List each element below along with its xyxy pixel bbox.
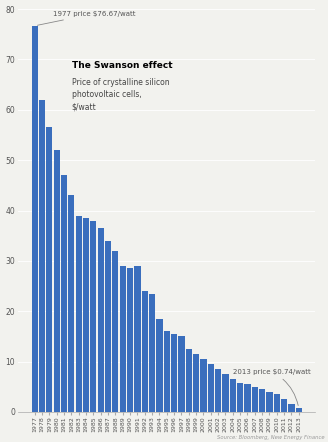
Bar xyxy=(142,291,148,412)
Bar xyxy=(39,100,45,412)
Bar xyxy=(230,379,236,412)
Bar xyxy=(274,394,280,412)
Bar xyxy=(156,319,162,412)
Bar xyxy=(208,364,214,412)
Bar xyxy=(266,392,273,412)
Bar xyxy=(252,387,258,412)
Bar xyxy=(288,404,295,412)
Bar xyxy=(193,354,199,412)
Text: The Swanson effect: The Swanson effect xyxy=(72,61,172,70)
Bar xyxy=(46,127,52,412)
Bar xyxy=(215,369,221,412)
Bar xyxy=(105,241,111,412)
Bar xyxy=(61,175,67,412)
Text: 1977 price $76.67/watt: 1977 price $76.67/watt xyxy=(37,11,135,25)
Bar xyxy=(171,334,177,412)
Bar xyxy=(83,218,89,412)
Text: 2013 price $0.74/watt: 2013 price $0.74/watt xyxy=(233,369,311,405)
Text: Source: Bloomberg, New Energy Finance: Source: Bloomberg, New Energy Finance xyxy=(217,435,325,440)
Bar xyxy=(244,384,251,412)
Bar xyxy=(164,332,170,412)
Bar xyxy=(127,268,133,412)
Bar xyxy=(98,228,104,412)
Bar xyxy=(31,26,38,412)
Bar xyxy=(75,216,82,412)
Bar xyxy=(200,359,207,412)
Bar xyxy=(186,349,192,412)
Text: Price of crystalline silicon
photovoltaic cells,
$/watt: Price of crystalline silicon photovoltai… xyxy=(72,77,169,111)
Bar xyxy=(222,374,229,412)
Bar xyxy=(178,336,185,412)
Bar xyxy=(53,150,60,412)
Bar xyxy=(134,266,140,412)
Bar xyxy=(149,293,155,412)
Bar xyxy=(120,266,126,412)
Bar xyxy=(281,400,287,412)
Bar xyxy=(237,383,243,412)
Bar xyxy=(68,195,74,412)
Bar xyxy=(259,389,265,412)
Bar xyxy=(296,408,302,412)
Bar xyxy=(90,221,96,412)
Bar xyxy=(112,251,118,412)
